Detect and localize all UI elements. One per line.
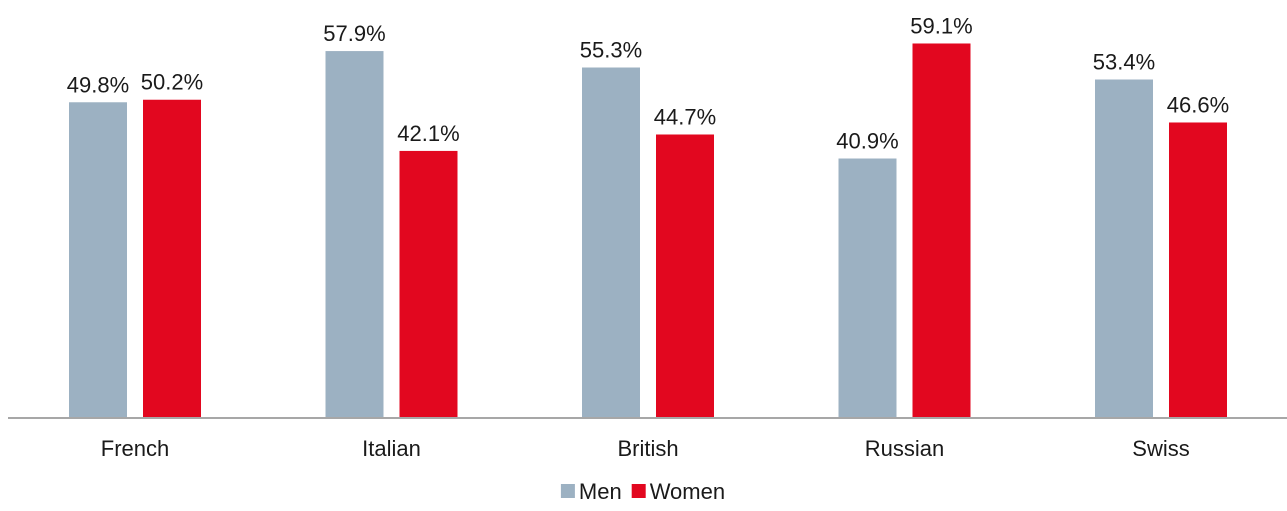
data-label-women-swiss: 46.6% bbox=[1167, 92, 1229, 117]
bar-women-swiss bbox=[1169, 122, 1227, 417]
x-tick-label-british: British bbox=[617, 436, 678, 461]
data-label-men-russian: 40.9% bbox=[836, 129, 898, 154]
legend-label-women: Women bbox=[650, 479, 725, 504]
data-label-women-italian: 42.1% bbox=[397, 121, 459, 146]
bar-men-french bbox=[69, 102, 127, 417]
bar-women-french bbox=[143, 99, 201, 418]
data-label-women-russian: 59.1% bbox=[910, 13, 972, 38]
data-label-men-italian: 57.9% bbox=[323, 21, 385, 46]
x-tick-label-swiss: Swiss bbox=[1132, 436, 1189, 461]
bar-men-italian bbox=[325, 51, 384, 418]
legend-swatch-women bbox=[631, 484, 646, 498]
data-label-men-swiss: 53.4% bbox=[1093, 50, 1155, 75]
x-tick-label-russian: Russian bbox=[865, 436, 944, 461]
bar-men-british bbox=[582, 67, 640, 417]
legend-swatch-men bbox=[560, 484, 575, 498]
x-tick-label-italian: Italian bbox=[362, 436, 421, 461]
bar-women-russian bbox=[912, 43, 971, 417]
legend: Men Women bbox=[560, 479, 725, 504]
x-tick-labels: French Italian British Russian Swiss bbox=[101, 436, 1190, 461]
data-label-men-british: 55.3% bbox=[580, 38, 642, 63]
data-label-women-french: 50.2% bbox=[141, 70, 203, 95]
bar-women-italian bbox=[399, 150, 458, 418]
data-labels-layer: 49.8% 50.2% 57.9% 42.1% 55.3% 44.7% 40.9% 59.1%… bbox=[67, 13, 1229, 153]
x-tick-label-french: French bbox=[101, 436, 169, 461]
bar-men-swiss bbox=[1095, 79, 1153, 418]
data-label-women-british: 44.7% bbox=[654, 104, 716, 129]
data-label-men-french: 49.8% bbox=[67, 72, 129, 97]
bar-men-russian bbox=[838, 158, 897, 417]
legend-label-men: Men bbox=[579, 479, 622, 504]
bars-layer bbox=[69, 43, 1227, 418]
bar-women-british bbox=[656, 134, 714, 417]
